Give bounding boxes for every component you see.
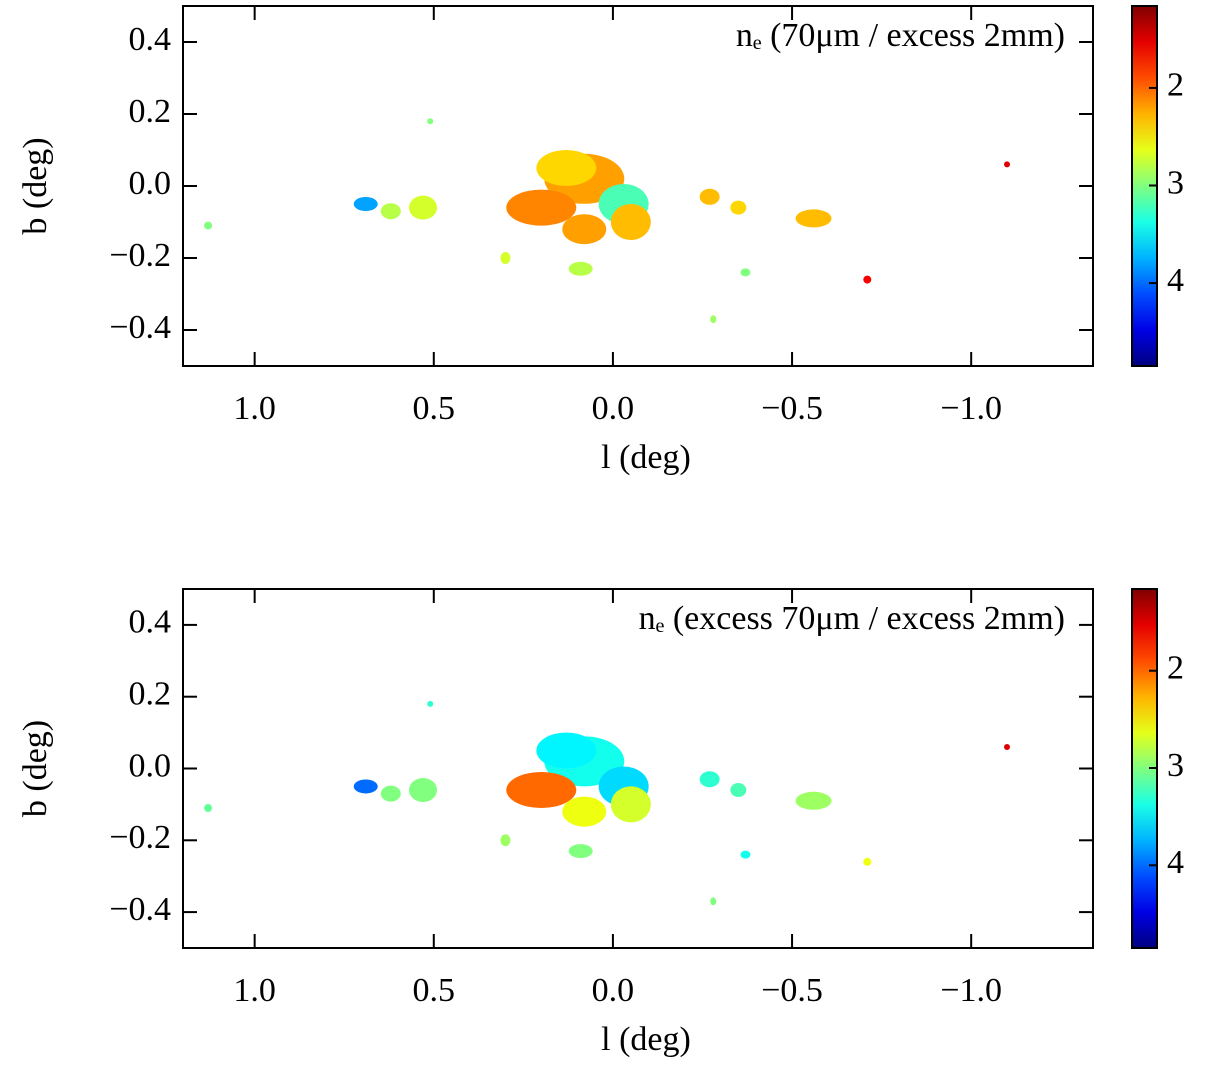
emission-region (740, 268, 751, 277)
emission-region (380, 785, 401, 802)
y-tick-label: 0.4 (129, 604, 172, 641)
emission-region (730, 200, 747, 215)
emission-region (409, 195, 438, 220)
emission-region (353, 197, 378, 211)
emission-region (500, 834, 511, 847)
emission-region (506, 189, 577, 226)
emission-region (536, 150, 597, 186)
x-tick-label: 0.5 (413, 390, 456, 427)
emission-region (699, 188, 720, 205)
emission-region (699, 771, 720, 788)
emission-region (740, 850, 751, 859)
emission-region (610, 786, 651, 823)
emission-region (562, 796, 607, 827)
x-tick-label: 0.0 (592, 390, 635, 427)
chart-title: nₑ (70μm / excess 2mm) (736, 17, 1065, 54)
x-tick-label: −0.5 (761, 390, 823, 427)
x-tick-label: 0.0 (592, 972, 635, 1009)
y-tick-label: −0.4 (109, 309, 171, 346)
x-tick-label: 1.0 (233, 390, 276, 427)
emission-region (500, 252, 511, 264)
plot-frame (182, 5, 1094, 367)
emission-region (568, 844, 593, 859)
emission-region (710, 315, 717, 324)
emission-region (204, 221, 213, 230)
y-tick-label: 0.4 (129, 21, 172, 58)
emission-region (427, 700, 434, 707)
emission-region (863, 275, 872, 284)
x-tick-label: 1.0 (233, 972, 276, 1009)
x-axis-label: l (deg) (601, 1021, 691, 1058)
colorbar-tick-label: 3 (1167, 747, 1184, 784)
emission-region (562, 214, 607, 245)
emission-region (610, 204, 651, 240)
y-tick-label: 0.2 (129, 93, 172, 130)
emission-region (730, 783, 747, 798)
x-tick-label: −0.5 (761, 972, 823, 1009)
colorbar (1131, 5, 1158, 367)
y-tick-label: 0.2 (129, 675, 172, 712)
emission-region (795, 209, 832, 228)
emission-region (353, 779, 378, 794)
x-tick-label: 0.5 (413, 972, 456, 1009)
y-tick-label: 0.0 (129, 747, 172, 784)
emission-region (380, 203, 401, 220)
emission-region (409, 778, 438, 803)
emission-region (863, 857, 872, 866)
y-axis-label: b (deg) (17, 720, 54, 817)
colorbar-tick-label: 2 (1167, 650, 1184, 687)
emission-region (710, 897, 717, 906)
y-tick-label: −0.4 (109, 891, 171, 928)
emission-region (427, 118, 434, 125)
y-tick-label: −0.2 (109, 819, 171, 856)
x-tick-label: −1.0 (940, 390, 1002, 427)
colorbar-tick-label: 3 (1167, 164, 1184, 201)
colorbar-tick-label: 2 (1167, 67, 1184, 104)
y-axis-label: b (deg) (17, 137, 54, 234)
emission-region (568, 261, 593, 276)
emission-region (536, 732, 597, 769)
x-tick-label: −1.0 (940, 972, 1002, 1009)
colorbar-tick-label: 4 (1167, 262, 1184, 299)
y-tick-label: 0.0 (129, 165, 172, 202)
emission-region (1004, 743, 1011, 750)
plot-frame (182, 588, 1094, 949)
y-tick-label: −0.2 (109, 237, 171, 274)
colorbar-tick-label: 4 (1167, 844, 1184, 881)
emission-region (506, 772, 577, 809)
emission-region (795, 791, 832, 810)
x-axis-label: l (deg) (601, 439, 691, 476)
emission-region (204, 803, 213, 812)
emission-region (1004, 161, 1011, 168)
chart-title: nₑ (excess 70μm / excess 2mm) (639, 600, 1065, 637)
